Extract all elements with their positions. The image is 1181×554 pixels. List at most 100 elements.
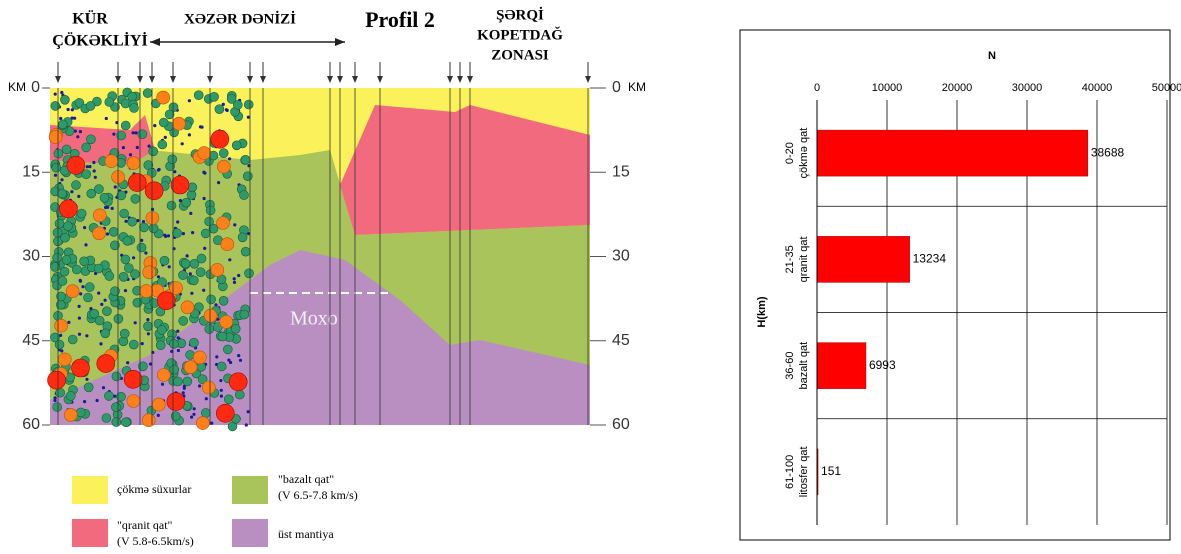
earthquake-dot (198, 384, 201, 387)
earthquake-dot (173, 229, 182, 238)
earthquake-dot (67, 108, 70, 111)
earthquake-dot (167, 393, 185, 411)
station-arrow (352, 76, 358, 83)
earthquake-dot (60, 349, 63, 352)
earthquake-dot (137, 243, 146, 252)
earthquake-dot (228, 157, 231, 160)
earthquake-dot (216, 404, 234, 422)
depth-label: 0 (612, 79, 621, 96)
earthquake-dot (104, 391, 113, 400)
earthquake-dot (54, 149, 63, 158)
earthquake-dot (167, 201, 176, 210)
earthquake-dot (244, 100, 253, 109)
earthquake-dot (147, 332, 150, 335)
station-arrow (149, 76, 155, 83)
earthquake-dot (60, 178, 63, 181)
earthquake-dot (48, 371, 66, 389)
x-tick-label: 10000 (872, 82, 903, 94)
earthquake-dot (140, 285, 153, 298)
earthquake-dot (111, 403, 120, 412)
earthquake-dot (59, 200, 77, 218)
km-unit: KM (8, 80, 26, 94)
category-sublabel: çökmə qat (798, 128, 810, 179)
earthquake-dot (196, 417, 209, 430)
earthquake-dot (239, 359, 242, 362)
earthquake-dot (167, 234, 170, 237)
earthquake-dot (60, 95, 69, 104)
earthquake-dot (182, 198, 191, 207)
earthquake-dot (198, 147, 211, 160)
earthquake-dot (146, 318, 149, 321)
earthquake-dot (79, 130, 82, 133)
earthquake-dot (149, 147, 158, 156)
earthquake-dot (58, 277, 67, 286)
earthquake-dot (205, 217, 214, 226)
earthquake-dot (228, 258, 231, 261)
earthquake-dot (247, 116, 250, 119)
earthquake-dot (176, 220, 179, 223)
earthquake-dot (237, 274, 240, 277)
earthquake-dot (99, 342, 102, 345)
earthquake-dot (221, 238, 234, 251)
earthquake-dot (112, 372, 121, 381)
bar (817, 236, 910, 282)
earthquake-dot (163, 234, 166, 237)
category-label: 21-35 (784, 245, 796, 273)
earthquake-dot (204, 309, 217, 322)
earthquake-dot (176, 330, 179, 333)
earthquake-dot (66, 285, 79, 298)
depth-label: 15 (612, 163, 630, 180)
legend-label: çökmə süxurlar (117, 482, 191, 496)
earthquake-dot (161, 383, 164, 386)
earthquake-dot (112, 418, 121, 427)
region-label: ŞƏRQİ (496, 6, 544, 23)
earthquake-dot (203, 197, 206, 200)
earthquake-dot (247, 410, 250, 413)
earthquake-dot (72, 359, 90, 377)
earthquake-dot (80, 257, 89, 266)
earthquake-dot (54, 93, 57, 96)
earthquake-dot (62, 255, 71, 264)
earthquake-dot (68, 335, 77, 344)
earthquake-dot (52, 163, 61, 172)
earthquake-dot (241, 247, 250, 256)
earthquake-dot (227, 359, 230, 362)
category-label: 36-60 (784, 352, 796, 380)
earthquake-dot (219, 296, 228, 305)
earthquake-dot (53, 253, 62, 262)
earthquake-dot (179, 271, 188, 280)
earthquake-dot (157, 292, 175, 310)
earthquake-dot (127, 157, 140, 170)
earthquake-dot (141, 342, 144, 345)
earthquake-dot (104, 206, 107, 209)
earthquake-dot (157, 91, 170, 104)
station-arrow (260, 76, 266, 83)
earthquake-dot (142, 414, 155, 427)
earthquake-dot (130, 104, 139, 113)
earthquake-dot (193, 407, 196, 410)
earthquake-dot (76, 408, 85, 417)
value-label: 151 (821, 464, 841, 478)
earthquake-dot (121, 255, 130, 264)
category-sublabel: qranit qat (798, 236, 810, 282)
earthquake-dot (76, 135, 79, 138)
earthquake-dot (129, 153, 132, 156)
earthquake-dot (170, 282, 183, 295)
y-axis-title: H(km) (756, 296, 768, 328)
earthquake-dot (237, 354, 240, 357)
earthquake-dot (233, 277, 236, 280)
earthquake-dot (95, 316, 104, 325)
earthquake-dot (122, 146, 125, 149)
value-label: 13234 (913, 252, 947, 266)
earthquake-dot (134, 321, 137, 324)
earthquake-dot (231, 324, 240, 333)
station-arrow (137, 76, 143, 83)
earthquake-dot (173, 377, 182, 386)
earthquake-dot (58, 120, 67, 129)
bar (817, 343, 866, 389)
earthquake-dot (67, 321, 70, 324)
earthquake-dot (186, 254, 189, 257)
station-arrow (457, 76, 463, 83)
earthquake-dot (156, 341, 165, 350)
earthquake-dot (207, 295, 216, 304)
